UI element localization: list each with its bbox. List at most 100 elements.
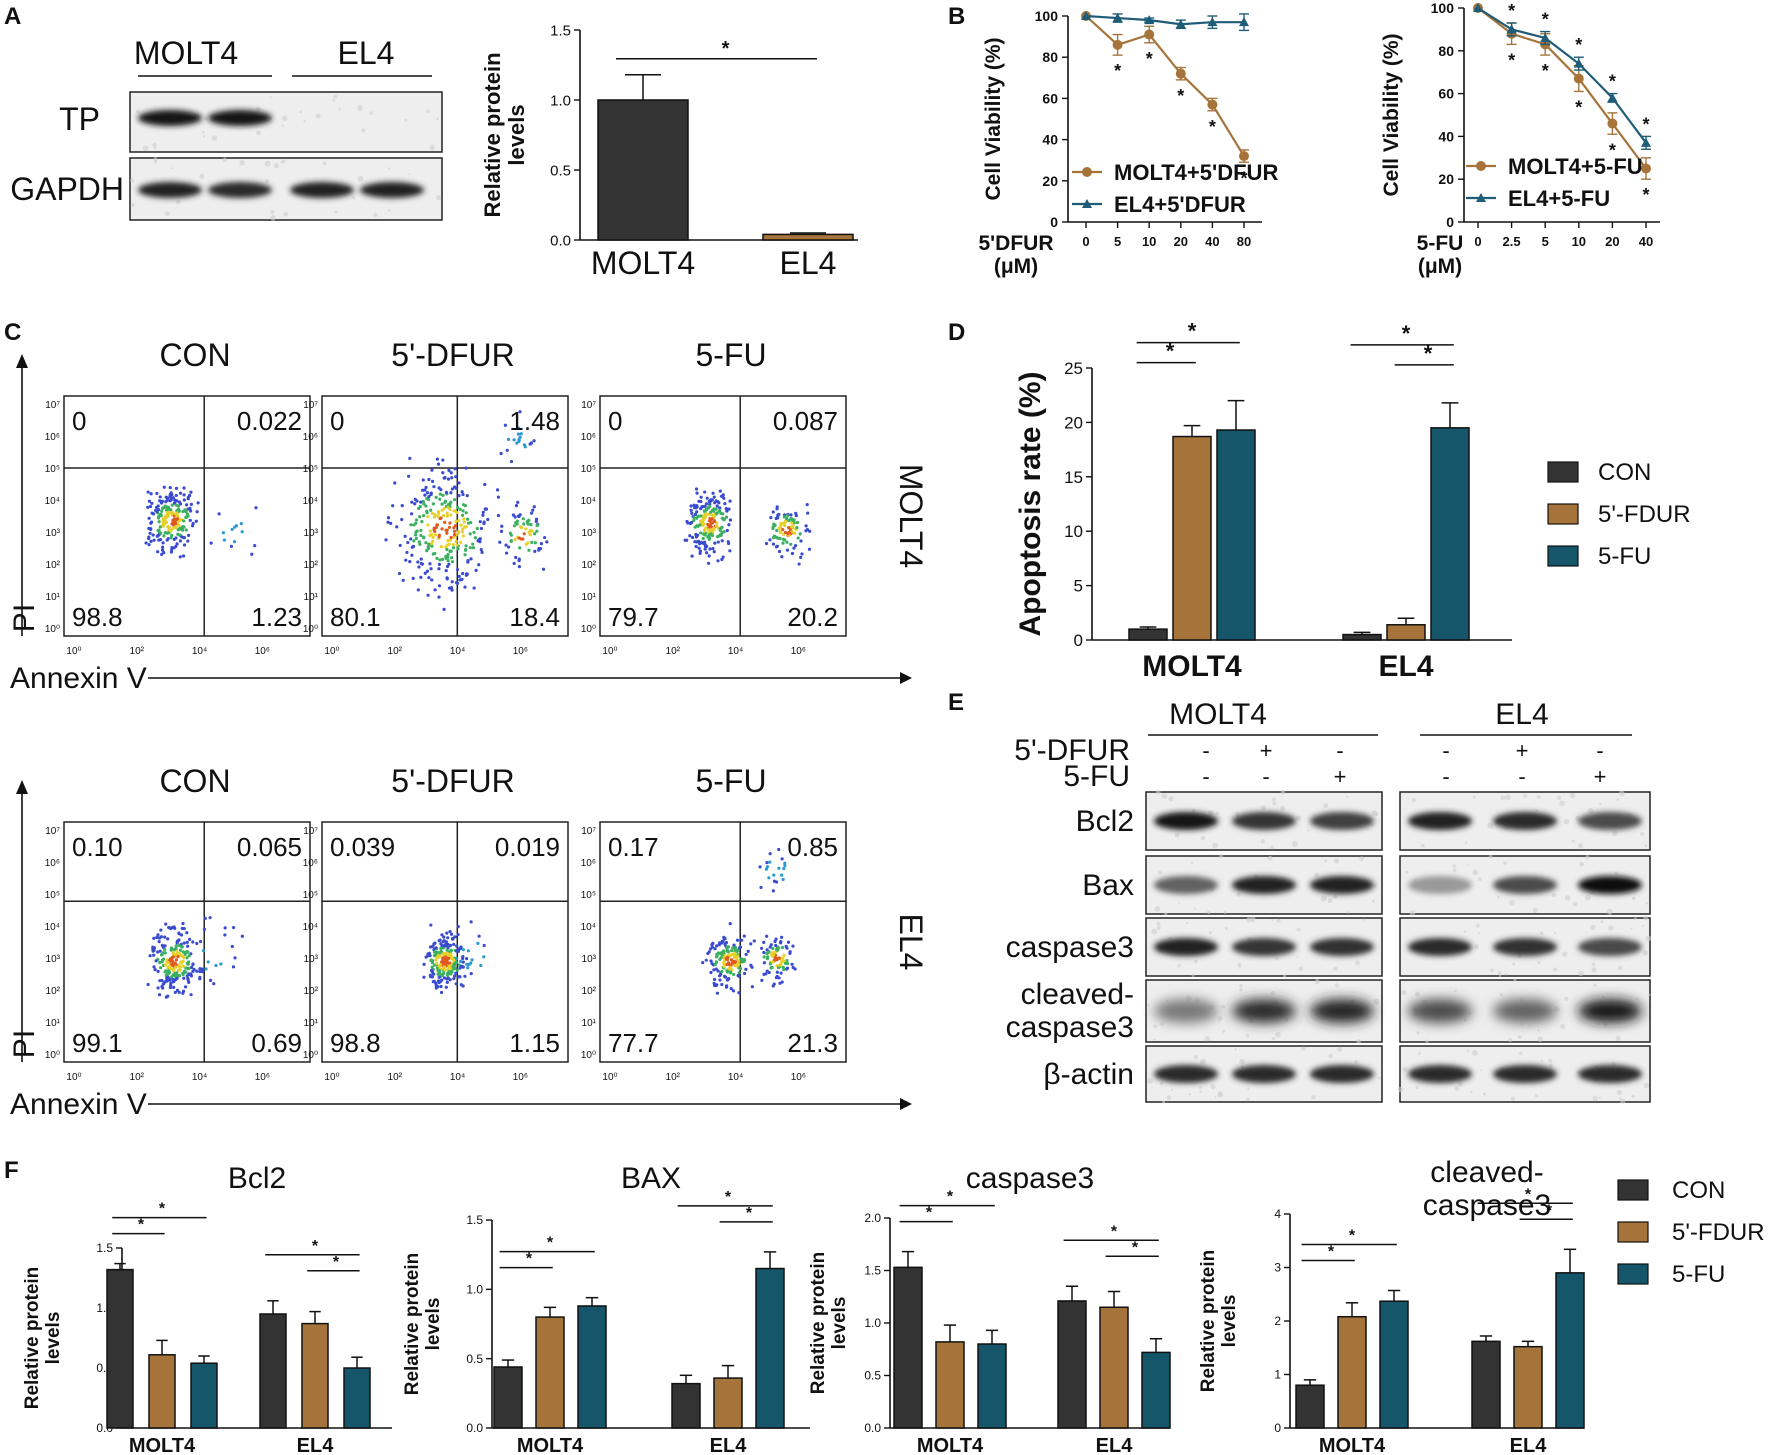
scatter-dot <box>749 942 753 946</box>
blot-speckle <box>1276 918 1281 923</box>
scatter-dot <box>428 533 432 538</box>
scatter-dot <box>695 491 699 495</box>
blot-speckle <box>1237 962 1242 967</box>
scatter-dot <box>182 927 186 931</box>
protein-label: caspase3 <box>1006 931 1134 964</box>
scatter-dot <box>437 975 441 979</box>
scatter-dot <box>737 971 741 975</box>
scatter-dot <box>688 534 692 538</box>
scatter-dot <box>170 533 174 537</box>
scatter-dot <box>774 937 778 941</box>
scatter-dot <box>718 528 722 532</box>
quadrant-value-lr: 21.3 <box>787 1028 838 1058</box>
scatter-dot <box>766 955 770 959</box>
scatter-dot <box>393 481 397 485</box>
y-axis-label: PI <box>8 604 41 632</box>
scatter-dot <box>532 439 536 443</box>
bar <box>1099 1306 1129 1429</box>
blot-speckle <box>1298 966 1304 972</box>
scatter-dot <box>456 531 460 535</box>
y-tick-label: 10⁰ <box>581 624 596 635</box>
scatter-dot <box>440 508 444 512</box>
blot-speckle <box>1270 845 1274 850</box>
blot-speckle <box>1204 1036 1211 1042</box>
scatter-dot <box>436 462 441 466</box>
scatter-dot <box>715 511 719 515</box>
scatter-dot <box>722 962 726 966</box>
quadrant-value-ur: 0.087 <box>773 406 838 436</box>
scatter-dot <box>175 941 179 945</box>
scatter-dot <box>157 538 161 542</box>
y-tick-label: 0.0 <box>550 232 571 249</box>
scatter-dot <box>439 984 443 989</box>
scatter-dot <box>704 526 708 530</box>
blot-speckle <box>1224 927 1228 931</box>
scatter-dot <box>465 572 469 576</box>
scatter-dot <box>472 586 476 590</box>
blot-band <box>1310 938 1374 956</box>
blot-speckle <box>1645 935 1652 942</box>
scatter-dot <box>186 497 190 501</box>
scatter-dot <box>430 961 435 965</box>
scatter-dot <box>534 519 538 524</box>
y-tick-label: 10⁴ <box>303 922 318 933</box>
scatter-dot <box>178 555 182 559</box>
legend-marker <box>1476 193 1486 202</box>
scatter-dot <box>765 951 769 956</box>
scatter-dot <box>709 517 713 521</box>
scatter-dot <box>168 964 172 968</box>
scatter-dot <box>518 410 522 414</box>
blot-speckle <box>1207 809 1214 816</box>
scatter-dot <box>156 969 160 973</box>
scatter-dot <box>156 528 160 533</box>
blot-speckle <box>1178 902 1181 905</box>
scatter-dot <box>189 509 193 513</box>
blot-band <box>208 110 272 126</box>
bar <box>1379 1300 1409 1429</box>
scatter-dot <box>425 491 430 495</box>
scatter-dot <box>461 948 465 952</box>
scatter-dot <box>426 523 430 527</box>
scatter-dot <box>144 541 148 545</box>
scatter-dot <box>209 978 213 982</box>
blot-band <box>1493 938 1557 956</box>
blot-speckle <box>1271 1036 1276 1041</box>
chart-title: caspase3 <box>966 1162 1094 1195</box>
scatter-dot <box>214 963 218 968</box>
scatter-dot <box>180 526 184 531</box>
treatment-sign: - <box>1262 764 1269 789</box>
scatter-dot <box>208 916 212 920</box>
bar <box>1337 1315 1367 1429</box>
scatter-dot <box>486 517 490 522</box>
blot-speckle <box>1401 990 1407 996</box>
scatter-dot <box>155 935 159 940</box>
blot-band <box>290 182 354 198</box>
blot-speckle <box>1186 921 1189 925</box>
scatter-dot <box>455 505 460 510</box>
scatter-dot <box>232 540 237 544</box>
scatter-dot <box>404 558 408 562</box>
scatter-dot <box>173 961 177 965</box>
scatter-dot <box>479 526 484 531</box>
scatter-dot <box>779 971 783 975</box>
category-label: EL4 <box>1378 650 1433 683</box>
significance-star: * <box>526 1251 533 1268</box>
y-tick-label: 10⁰ <box>303 624 318 635</box>
scatter-dot <box>440 527 444 531</box>
treatment-sign: + <box>1260 738 1273 763</box>
scatter-dot <box>454 982 458 986</box>
scatter-dot <box>171 980 175 984</box>
bar <box>148 1354 176 1429</box>
blot-speckle <box>1199 1090 1203 1093</box>
scatter-dot <box>407 474 411 478</box>
scatter-dot <box>172 546 176 550</box>
scatter-dot <box>186 514 190 518</box>
blot-speckle <box>1616 798 1620 801</box>
blot-speckle <box>269 96 272 99</box>
scatter-dot <box>775 528 779 533</box>
bar <box>893 1266 923 1429</box>
scatter-dot <box>454 949 459 953</box>
blot-speckle <box>1560 1024 1566 1029</box>
scatter-dot <box>154 959 158 963</box>
